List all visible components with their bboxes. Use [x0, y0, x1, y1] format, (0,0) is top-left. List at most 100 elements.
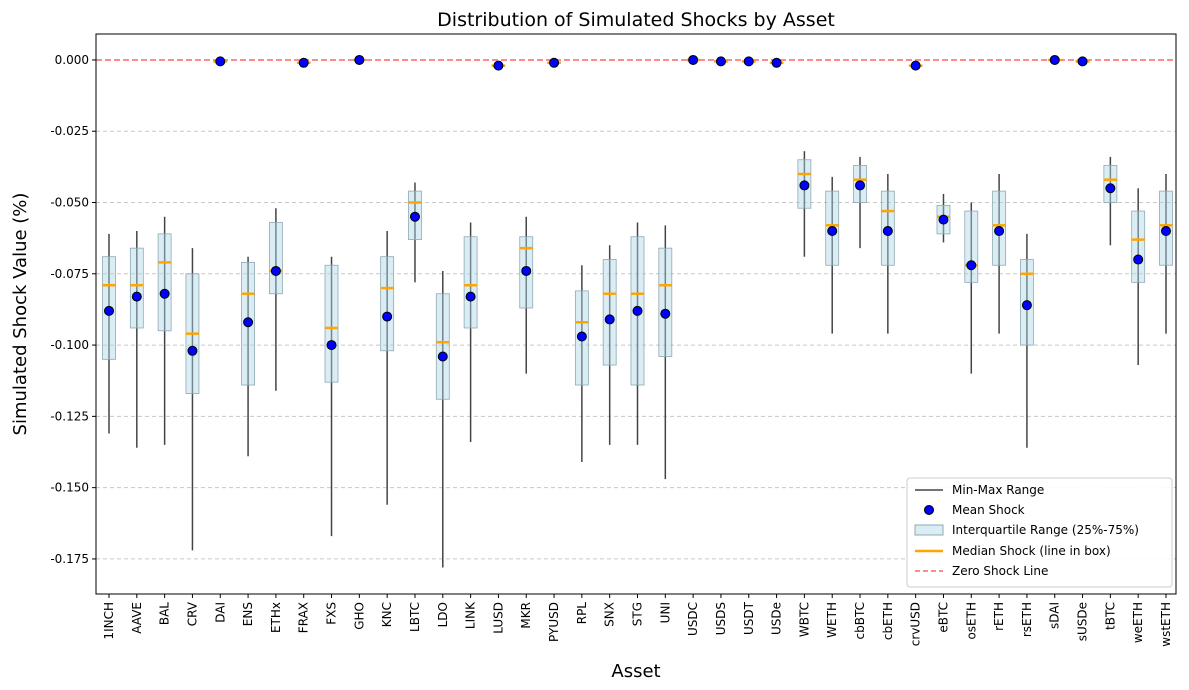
x-tick-label: SNX — [603, 602, 617, 627]
x-tick-label: sUSDe — [1076, 602, 1090, 641]
legend-mean-swatch — [924, 505, 934, 515]
x-tick-label: DAI — [213, 602, 227, 623]
iqr-box — [1131, 210, 1146, 283]
x-tick-label: wstETH — [1159, 602, 1173, 647]
iqr-box — [157, 233, 172, 332]
x-tick-label: USDT — [742, 601, 756, 635]
mean-point — [298, 57, 309, 68]
mean-point — [354, 54, 365, 65]
mean-point — [493, 60, 504, 71]
legend-label: Zero Shock Line — [952, 564, 1048, 578]
mean-point — [771, 57, 782, 68]
iqr-box — [324, 264, 339, 383]
x-tick-label: cbETH — [881, 602, 895, 640]
x-tick-label: LINK — [464, 601, 478, 629]
mean-point — [437, 351, 448, 362]
iqr-box — [268, 222, 283, 295]
mean-point — [159, 288, 170, 299]
mean-point — [465, 291, 476, 302]
x-tick-label: sDAI — [1048, 602, 1062, 629]
mean-point — [104, 305, 114, 316]
x-tick-label: USDC — [686, 602, 700, 636]
iqr-box — [380, 256, 395, 352]
mean-point — [1133, 254, 1144, 265]
x-tick-label: cbBTC — [853, 602, 867, 639]
iqr-box — [964, 210, 979, 283]
iqr-box — [129, 247, 144, 329]
mean-point — [549, 57, 560, 68]
x-tick-label: RPL — [575, 602, 589, 625]
x-tick-label: WBTC — [797, 602, 811, 637]
x-tick-label: USDS — [714, 602, 728, 635]
x-tick-label: AAVE — [130, 602, 144, 634]
mean-point — [187, 345, 198, 356]
x-tick-label: GHO — [352, 602, 366, 630]
x-tick-label: rsETH — [1020, 602, 1034, 637]
x-tick-label: BAL — [158, 602, 172, 625]
legend-label: Min-Max Range — [952, 483, 1044, 497]
chart-title: Distribution of Simulated Shocks by Asse… — [437, 9, 835, 31]
mean-point — [882, 226, 893, 237]
x-tick-label: weETH — [1131, 602, 1145, 643]
legend-iqr-swatch — [914, 524, 944, 536]
iqr-box — [435, 293, 450, 400]
x-tick-label: FXS — [325, 602, 339, 625]
x-tick-label: CRV — [185, 601, 199, 626]
x-tick-label: LDO — [436, 602, 450, 627]
mean-point — [966, 260, 977, 271]
mean-point — [938, 214, 949, 225]
y-tick-label: -0.075 — [50, 267, 89, 281]
legend: Min-Max Range Mean Shock Interquartile Ran… — [906, 477, 1173, 588]
y-tick-label: -0.100 — [50, 338, 89, 352]
mean-point — [715, 56, 726, 67]
mean-point — [131, 291, 142, 302]
mean-point — [688, 54, 699, 65]
iqr-box — [658, 247, 673, 357]
x-tick-label: PYUSD — [547, 602, 561, 642]
mean-point — [743, 56, 754, 67]
legend-label: Interquartile Range (25%-75%) — [952, 523, 1139, 537]
legend-label: Mean Shock — [952, 503, 1025, 517]
mean-point — [827, 226, 838, 237]
mean-point — [326, 340, 337, 351]
mean-point — [1161, 226, 1171, 237]
x-tick-label: MKR — [519, 602, 533, 629]
y-tick-label: -0.025 — [50, 124, 89, 138]
x-tick-label: 1INCH — [102, 602, 116, 640]
x-tick-label: STG — [631, 602, 645, 626]
iqr-box — [463, 236, 478, 329]
x-tick-label: rETH — [992, 602, 1006, 631]
mean-point — [521, 265, 532, 276]
iqr-box — [602, 259, 617, 366]
legend-label: Median Shock (line in box) — [952, 544, 1111, 558]
x-axis: 1INCH AAVE BAL CRV DAI ENS ETHx FRAX FXS GHO KNC LB… — [102, 594, 1173, 647]
y-tick-label: -0.050 — [50, 196, 89, 210]
x-tick-label: eBTC — [936, 602, 950, 633]
mean-point — [604, 314, 615, 325]
y-axis-label: Simulated Shock Value (%) — [10, 193, 31, 436]
mean-point — [1077, 56, 1088, 67]
x-tick-label: ETHx — [269, 602, 283, 633]
x-tick-label: ENS — [241, 602, 255, 626]
legend-frame — [906, 477, 1173, 588]
plot-frame — [95, 33, 1177, 595]
mean-point — [994, 226, 1005, 237]
y-tick-label: -0.175 — [50, 552, 89, 566]
x-tick-label: LBTC — [408, 602, 422, 632]
x-tick-label: USDe — [770, 602, 784, 635]
mean-point — [1105, 183, 1116, 194]
x-tick-label: FRAX — [297, 602, 311, 633]
mean-point — [799, 180, 810, 191]
mean-point — [660, 308, 671, 319]
x-axis-label: Asset — [611, 661, 660, 682]
mean-point — [632, 305, 643, 316]
mean-point — [910, 60, 921, 71]
mean-point — [576, 331, 587, 342]
x-tick-label: tBTC — [1103, 602, 1117, 630]
mean-point — [409, 211, 420, 222]
y-tick-label: -0.150 — [50, 481, 89, 495]
mean-point — [243, 317, 254, 328]
x-tick-label: crvUSD — [909, 602, 923, 646]
mean-point — [382, 311, 393, 322]
